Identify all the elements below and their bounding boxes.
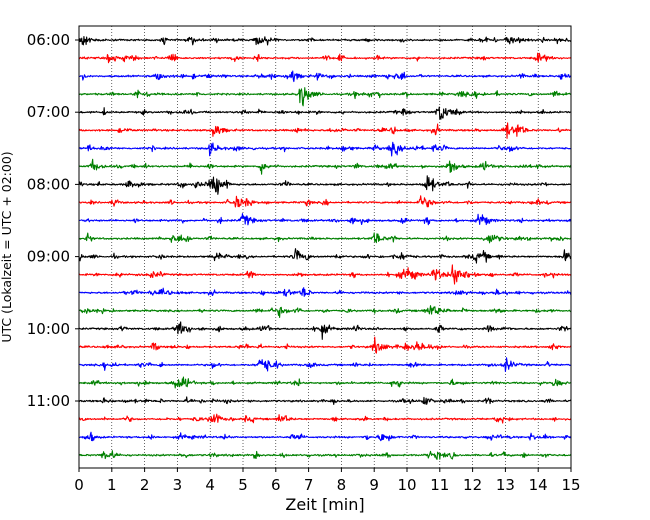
x-tick-label: 11 bbox=[430, 476, 449, 494]
seismogram-trace-line bbox=[78, 248, 572, 264]
seismogram-trace-line bbox=[78, 305, 572, 318]
seismogram-trace-line bbox=[79, 195, 572, 208]
x-tick-label: 15 bbox=[561, 476, 580, 494]
x-tick-label: 7 bbox=[304, 476, 314, 494]
seismogram-trace-line bbox=[78, 175, 572, 195]
x-tick-label: 0 bbox=[74, 476, 84, 494]
seismogram-trace-line bbox=[78, 376, 572, 389]
seismogram-traces bbox=[78, 36, 572, 460]
x-tick-label: 5 bbox=[238, 476, 248, 494]
seismogram-trace-line bbox=[78, 413, 572, 424]
seismogram-trace-line bbox=[78, 396, 572, 405]
seismogram-trace-line bbox=[78, 87, 572, 107]
seismogram-trace-line bbox=[78, 321, 572, 340]
seismogram-trace-line bbox=[78, 450, 572, 460]
x-tick-label: 4 bbox=[205, 476, 215, 494]
x-tick-label: 9 bbox=[369, 476, 379, 494]
plot-frame bbox=[78, 25, 572, 469]
seismogram-trace-line bbox=[78, 213, 572, 226]
x-tick-label: 3 bbox=[173, 476, 183, 494]
x-axis-label: Zeit [min] bbox=[285, 495, 364, 514]
y-tick-label: 08:00 bbox=[27, 175, 70, 193]
x-axis-ticks: 0 1 2 3 4 5 6 7 8 9 10 11 12 13 14 15 bbox=[74, 468, 581, 494]
x-tick-label: 1 bbox=[107, 476, 117, 494]
x-tick-label: 13 bbox=[496, 476, 515, 494]
x-tick-label: 8 bbox=[337, 476, 347, 494]
x-tick-label: 2 bbox=[140, 476, 150, 494]
seismogram-trace-line bbox=[78, 70, 572, 83]
seismogram-trace-line bbox=[78, 431, 572, 442]
y-axis-label: UTC (Lokalzeit = UTC + 02:00) bbox=[0, 151, 14, 342]
seismogram-trace-line bbox=[78, 357, 572, 372]
seismogram-trace-line bbox=[78, 287, 572, 297]
seismogram-trace-line bbox=[78, 36, 572, 46]
seismogram-trace-line bbox=[78, 122, 572, 139]
y-tick-label: 11:00 bbox=[27, 392, 70, 410]
y-tick-label: 10:00 bbox=[27, 320, 70, 338]
y-tick-label: 09:00 bbox=[27, 248, 70, 266]
y-tick-label: 07:00 bbox=[27, 103, 70, 121]
seismogram-trace-line bbox=[78, 158, 572, 175]
seismogram-trace-line bbox=[78, 52, 572, 64]
x-tick-label: 14 bbox=[529, 476, 548, 494]
seismogram-trace-line bbox=[78, 264, 572, 285]
x-tick-label: 10 bbox=[397, 476, 416, 494]
y-tick-label: 06:00 bbox=[27, 31, 70, 49]
x-tick-label: 12 bbox=[463, 476, 482, 494]
x-tick-label: 6 bbox=[271, 476, 281, 494]
y-axis-ticks: 06:00 07:00 08:00 09:00 10:00 11:00 bbox=[27, 31, 79, 410]
seismogram-trace-line bbox=[78, 141, 572, 157]
seismogram-trace-line bbox=[78, 336, 572, 354]
seismogram-trace-line bbox=[78, 106, 572, 120]
seismogram-trace-line bbox=[78, 232, 572, 244]
